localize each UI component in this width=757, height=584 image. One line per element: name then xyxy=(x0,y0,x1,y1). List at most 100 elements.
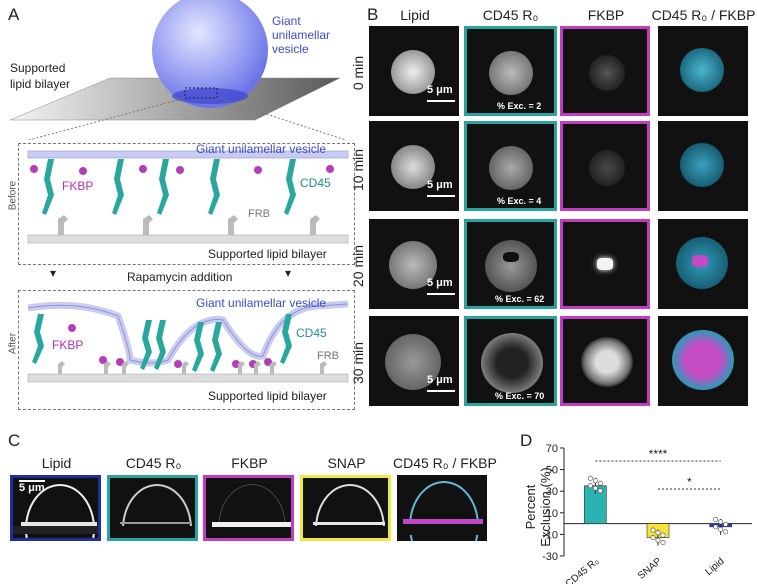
b-exc-3: % Exc. = 70 xyxy=(495,391,545,401)
b-merge-1 xyxy=(658,121,748,211)
c-snap xyxy=(300,475,391,541)
y-tick-label: 50 xyxy=(546,465,558,477)
vesicle-sphere xyxy=(152,0,268,108)
schematic-top xyxy=(9,0,348,140)
c-lipid: 5 μm xyxy=(10,475,101,541)
y-tick-label: 10 xyxy=(546,508,558,520)
data-point xyxy=(713,524,719,530)
data-point xyxy=(592,485,598,491)
after-label: After xyxy=(7,332,19,355)
c-col-fkbp: FKBP xyxy=(231,455,268,471)
data-point xyxy=(650,527,656,533)
y-tick-label: 70 xyxy=(546,443,558,455)
c-cd45 xyxy=(107,475,198,541)
x-tick-label: CD45 R₀ xyxy=(564,556,601,584)
before-slb-text: Supported lipid bilayer xyxy=(208,247,327,261)
b-col-lipid: Lipid xyxy=(400,7,430,23)
b-col-cd45: CD45 R₀ xyxy=(482,7,539,23)
before-schematic xyxy=(27,150,349,244)
data-point xyxy=(587,483,593,489)
slb-label: Supported lipid bilayer xyxy=(10,61,71,91)
c-merge xyxy=(397,475,487,541)
before-label: Before xyxy=(7,180,19,211)
data-point xyxy=(655,537,661,543)
data-point xyxy=(723,529,729,535)
b-cd45-1: % Exc. = 4 xyxy=(464,121,557,211)
data-point xyxy=(713,516,719,522)
data-point xyxy=(660,532,666,538)
data-point xyxy=(655,530,661,536)
b-lipid-2: 5 μm xyxy=(369,219,459,309)
c-fkbp xyxy=(203,475,294,541)
y-tick-label: -30 xyxy=(542,551,558,563)
b-merge-3 xyxy=(658,316,748,406)
before-guv-text: Giant unilamellar vesicle xyxy=(196,142,327,156)
after-slb-text: Supported lipid bilayer xyxy=(208,389,327,403)
b-lipid-0: 5 μm xyxy=(369,26,459,116)
rapamycin-label: Rapamycin addition xyxy=(127,270,233,284)
b-fkbp-1 xyxy=(560,121,650,211)
b-fkbp-3 xyxy=(560,316,650,406)
c-col-lipid: Lipid xyxy=(41,455,72,471)
y-tick-label: -10 xyxy=(542,529,558,541)
data-point xyxy=(650,535,656,541)
b-merge-2 xyxy=(658,219,748,309)
c-scale: 5 μm xyxy=(19,482,45,494)
after-frb-text: FRB xyxy=(317,350,339,362)
data-point xyxy=(597,480,603,486)
b-fkbp-2 xyxy=(560,219,650,309)
b-lipid-1: 5 μm xyxy=(369,121,459,211)
panel-label-c: C xyxy=(8,431,21,450)
before-cd45-text: CD45 xyxy=(300,176,331,190)
after-cd45-text: CD45 xyxy=(296,326,327,340)
data-point xyxy=(718,526,724,532)
before-fkbp-text: FKBP xyxy=(62,179,94,193)
panel-label-a: A xyxy=(8,5,20,24)
b-lipid-3: 5 μm xyxy=(369,316,459,406)
arrow-right: ▾ xyxy=(285,266,292,280)
b-exc-1: % Exc. = 4 xyxy=(497,196,542,206)
x-tick-label: SNAP xyxy=(636,556,664,582)
b-scale-0: 5 μm xyxy=(427,84,453,96)
b-exc-2: % Exc. = 62 xyxy=(495,294,545,304)
b-cd45-0: % Exc. = 2 xyxy=(464,26,557,116)
c-col-merge: CD45 R₀ / FKBP xyxy=(393,455,497,471)
after-fkbp-text: FKBP xyxy=(52,338,84,352)
b-row-time-3: 30 min xyxy=(350,341,366,385)
b-col-merge: CD45 R₀ / FKBP xyxy=(651,7,756,23)
after-guv-text: Giant unilamellar vesicle xyxy=(196,296,327,310)
data-point xyxy=(660,540,666,546)
panel-label-d: D xyxy=(520,431,533,450)
b-cd45-2: % Exc. = 62 xyxy=(464,219,557,309)
data-point xyxy=(587,475,593,481)
y-tick-label: 30 xyxy=(546,486,558,498)
x-tick-label: Lipid xyxy=(703,556,726,578)
arrow-left: ▾ xyxy=(50,266,57,280)
b-merge-0 xyxy=(658,26,748,116)
after-box xyxy=(18,290,355,410)
c-col-snap: SNAP xyxy=(327,455,366,471)
panel-label-b: B xyxy=(367,5,379,24)
b-row-time-0: 0 min xyxy=(350,55,366,91)
data-point xyxy=(592,478,598,484)
data-point xyxy=(597,488,603,494)
before-box xyxy=(18,143,355,265)
data-point xyxy=(723,521,729,527)
b-row-time-1: 10 min xyxy=(350,148,366,192)
b-scale-1: 5 μm xyxy=(427,179,453,191)
b-cd45-3: % Exc. = 70 xyxy=(464,316,557,406)
data-point xyxy=(718,519,724,525)
b-exc-0: % Exc. = 2 xyxy=(497,101,542,111)
significance-label: **** xyxy=(649,447,668,461)
b-scale-3: 5 μm xyxy=(427,374,453,386)
before-frb-text: FRB xyxy=(248,208,270,220)
b-scale-2: 5 μm xyxy=(427,277,453,289)
b-col-fkbp: FKBP xyxy=(587,7,625,23)
b-row-time-2: 20 min xyxy=(350,244,366,288)
b-fkbp-0 xyxy=(560,26,650,116)
c-col-cd45: CD45 R₀ xyxy=(125,455,182,471)
significance-label: * xyxy=(687,475,692,489)
guv-label: Giant unilamellar vesicle xyxy=(272,14,331,56)
after-schematic xyxy=(27,300,349,383)
